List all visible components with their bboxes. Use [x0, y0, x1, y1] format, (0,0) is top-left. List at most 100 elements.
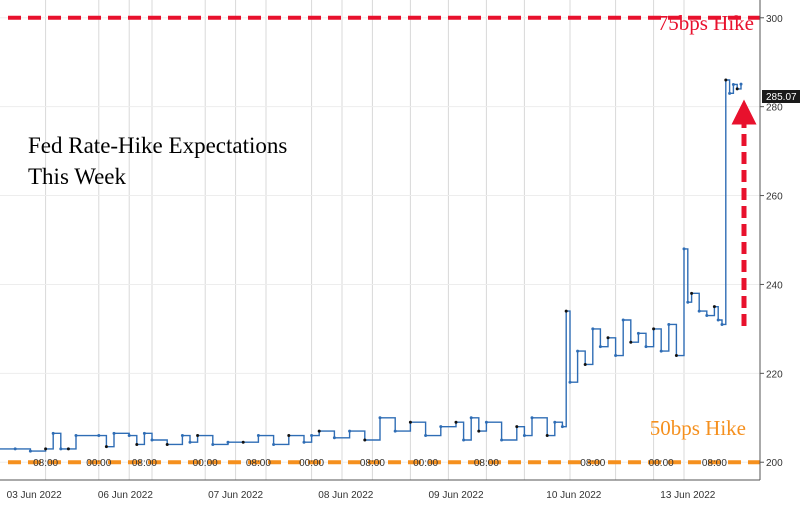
series-point: [378, 416, 382, 420]
x-date-label: 10 Jun 2022: [546, 490, 601, 501]
x-time-label: 00:00: [193, 458, 218, 469]
x-time-label: 08:00: [474, 458, 499, 469]
series-point: [564, 309, 568, 313]
series-point: [583, 362, 587, 366]
series-point: [272, 442, 276, 446]
series-point: [454, 420, 458, 424]
x-ticks: 08:00 00:00 08:00 00:00 08:00 00:00 08:00 00:00…: [33, 458, 727, 469]
reference-lines: [8, 15, 760, 465]
series-point: [127, 434, 131, 438]
series-point: [188, 440, 192, 444]
series-point: [674, 354, 678, 358]
series-point: [606, 336, 610, 340]
series-point: [697, 309, 701, 313]
series-point: [621, 318, 625, 322]
series-point: [720, 322, 724, 326]
series-point: [522, 434, 526, 438]
series-point: [667, 322, 671, 326]
series-point: [408, 420, 412, 424]
x-time-label: 08:00: [702, 458, 727, 469]
last-value-box: 285.07: [762, 90, 800, 103]
series-point: [393, 429, 397, 433]
series-point: [317, 429, 321, 433]
series-point: [724, 78, 728, 82]
series-point: [576, 349, 580, 353]
y-tick-label: 300: [766, 14, 783, 25]
series-point: [44, 447, 48, 451]
series-point: [682, 247, 686, 251]
series-point: [439, 425, 443, 429]
series-point: [165, 442, 169, 446]
y-tick-label: 280: [766, 103, 783, 114]
series-point: [287, 434, 291, 438]
series-point: [226, 440, 230, 444]
series-point: [629, 340, 633, 344]
series-point: [636, 331, 640, 335]
chart-title-line-2: This Week: [28, 164, 127, 189]
x-date-label: 06 Jun 2022: [98, 490, 153, 501]
ref-label-50bps: 50bps Hike: [650, 416, 746, 440]
series-point: [469, 416, 473, 420]
x-time-label: 00:00: [649, 458, 674, 469]
series-point: [735, 87, 739, 91]
series-point: [716, 318, 720, 322]
series-point: [59, 447, 63, 451]
series-point: [728, 91, 732, 95]
y-tick-label: 200: [766, 458, 783, 469]
series-point: [256, 434, 260, 438]
series-point: [530, 416, 534, 420]
series-point: [196, 434, 200, 438]
series-point: [28, 449, 32, 453]
series-point: [712, 305, 716, 309]
series-point: [614, 354, 618, 358]
x-time-label: 00:00: [86, 458, 111, 469]
series-point: [560, 425, 564, 429]
x-time-label: 08:00: [360, 458, 385, 469]
date-ticks: 03 Jun 2022 06 Jun 2022 07 Jun 2022 08 Jun …: [7, 490, 716, 501]
series-point: [462, 438, 466, 442]
x-time-label: 08:00: [246, 458, 271, 469]
series-point: [515, 425, 519, 429]
series-point: [142, 431, 146, 435]
series-point: [484, 420, 488, 424]
series-point: [553, 420, 557, 424]
series-point: [568, 380, 572, 384]
series-point: [739, 82, 743, 86]
x-time-label: 08:00: [580, 458, 605, 469]
series-point: [731, 82, 735, 86]
grid: [0, 0, 760, 480]
series-point: [659, 349, 663, 353]
x-time-label: 00:00: [299, 458, 324, 469]
x-time-label: 08:00: [132, 458, 157, 469]
x-time-label: 00:00: [413, 458, 438, 469]
y-ticks: 200 220 240 260 280 300: [760, 14, 783, 469]
series-point: [500, 438, 504, 442]
x-date-label: 08 Jun 2022: [318, 490, 373, 501]
x-time-label: 08:00: [33, 458, 58, 469]
y-tick-label: 240: [766, 280, 783, 291]
series-point: [686, 300, 690, 304]
series-point: [424, 434, 428, 438]
series-point: [66, 447, 70, 451]
series-point: [211, 442, 215, 446]
series-point: [241, 440, 245, 444]
series-point: [51, 431, 55, 435]
series-point: [690, 291, 694, 295]
series-point: [310, 434, 314, 438]
y-tick-label: 260: [766, 192, 783, 203]
last-value-label: 285.07: [766, 92, 797, 103]
series-point: [332, 436, 336, 440]
series-point: [545, 434, 549, 438]
series-point: [652, 327, 656, 331]
series-point: [150, 438, 154, 442]
series-point: [348, 429, 352, 433]
series-point: [97, 434, 101, 438]
series-point: [363, 438, 367, 442]
series-point: [74, 434, 78, 438]
series-point: [302, 440, 306, 444]
series-point: [13, 447, 17, 451]
x-date-label: 03 Jun 2022: [7, 490, 62, 501]
series-point: [705, 314, 709, 318]
series-point: [591, 327, 595, 331]
